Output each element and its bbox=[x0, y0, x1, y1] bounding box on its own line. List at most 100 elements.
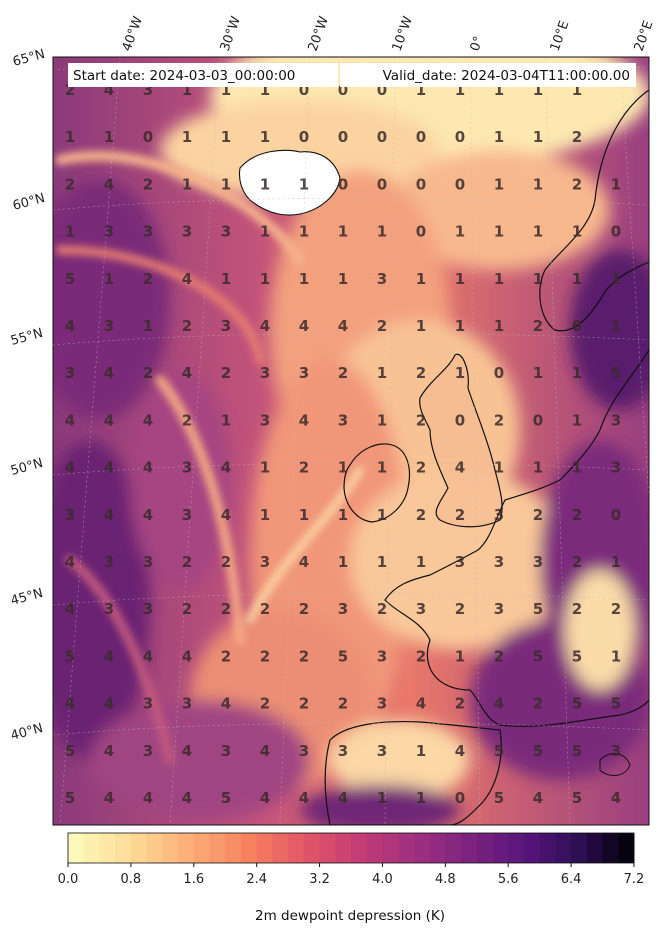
grid-value: 4 bbox=[143, 411, 153, 429]
grid-value: 1 bbox=[572, 411, 582, 429]
grid-value: 2 bbox=[416, 506, 426, 524]
colorbar-segment bbox=[99, 833, 116, 863]
grid-value: 4 bbox=[143, 647, 153, 665]
grid-value: 3 bbox=[65, 364, 75, 382]
colorbar-segment bbox=[162, 833, 179, 863]
grid-value: 1 bbox=[338, 553, 348, 571]
grid-value: 3 bbox=[260, 411, 270, 429]
grid-value: 1 bbox=[572, 81, 582, 99]
grid-value: 5 bbox=[65, 742, 75, 760]
colorbar-label: 2m dewpoint depression (K) bbox=[255, 908, 445, 924]
grid-value: 3 bbox=[533, 553, 543, 571]
island-outline bbox=[599, 753, 631, 776]
grid-value: 4 bbox=[221, 695, 231, 713]
grid-value: 1 bbox=[221, 81, 231, 99]
colorbar-segment bbox=[146, 833, 163, 863]
grid-value: 0 bbox=[533, 411, 543, 429]
grid-value: 4 bbox=[299, 789, 309, 807]
grid-value: 4 bbox=[182, 364, 192, 382]
grid-value: 1 bbox=[221, 128, 231, 146]
grid-value: 4 bbox=[494, 695, 504, 713]
grid-value: 1 bbox=[494, 317, 504, 335]
grid-value: 4 bbox=[143, 789, 153, 807]
grid-value: 2 bbox=[416, 411, 426, 429]
grid-value: 0 bbox=[377, 81, 387, 99]
colorbar-tick-label: 0.8 bbox=[121, 872, 142, 887]
grid-value: 0 bbox=[455, 411, 465, 429]
grid-value: 3 bbox=[377, 270, 387, 288]
colorbar-segment bbox=[319, 833, 336, 863]
grid-value: 1 bbox=[455, 81, 465, 99]
grid-value: 5 bbox=[572, 789, 582, 807]
dewpoint-field: 2 4 3 1 1 1 0 0 0 1 1 1 1 1 1 1 0 1 1 1 0 0 0 0 0 1 1 2 2 4 2 1 1 1 1 0 0 0 0 1… bbox=[53, 57, 649, 825]
colorbar bbox=[68, 833, 635, 863]
ireland-outline bbox=[343, 443, 411, 523]
lat-label: 55°N bbox=[9, 326, 45, 349]
grid-value: 1 bbox=[65, 223, 75, 241]
grid-value: 2 bbox=[572, 506, 582, 524]
grid-value: 4 bbox=[182, 270, 192, 288]
grid-value: 3 bbox=[377, 695, 387, 713]
grid-value: 3 bbox=[221, 223, 231, 241]
grid-value: 3 bbox=[338, 411, 348, 429]
grid-value: 1 bbox=[377, 553, 387, 571]
grid-value: 3 bbox=[182, 695, 192, 713]
grid-value: 1 bbox=[182, 175, 192, 193]
lon-label: 20°W bbox=[306, 14, 332, 53]
grid-value: 4 bbox=[221, 506, 231, 524]
grid-value: 1 bbox=[572, 270, 582, 288]
grid-value: 4 bbox=[104, 364, 114, 382]
grid-value: 1 bbox=[221, 411, 231, 429]
grid-value: 0 bbox=[338, 81, 348, 99]
colorbar-tick-label: 5.6 bbox=[498, 872, 519, 887]
grid-value: 2 bbox=[416, 364, 426, 382]
grid-value: 3 bbox=[221, 317, 231, 335]
grid-value: 2 bbox=[221, 553, 231, 571]
grid-value: 0 bbox=[416, 128, 426, 146]
grid-value: 4 bbox=[104, 175, 114, 193]
grid-value: 1 bbox=[572, 364, 582, 382]
grid-value: 4 bbox=[182, 789, 192, 807]
grid-value: 1 bbox=[416, 81, 426, 99]
grid-value: 4 bbox=[65, 411, 75, 429]
grid-value: 0 bbox=[611, 506, 621, 524]
grid-value: 1 bbox=[455, 647, 465, 665]
grid-value: 1 bbox=[377, 459, 387, 477]
longitude-labels: 40°W 30°W 20°W 10°W 0° 10°E 20°E bbox=[120, 14, 657, 53]
grid-value: 2 bbox=[221, 647, 231, 665]
colorbar-segment bbox=[225, 833, 242, 863]
grid-value: 0 bbox=[338, 175, 348, 193]
scandinavia-coast bbox=[539, 89, 649, 332]
grid-value: 4 bbox=[299, 553, 309, 571]
grid-value: 4 bbox=[104, 789, 114, 807]
colorbar-segment bbox=[68, 833, 85, 863]
colorbar-segment bbox=[523, 833, 541, 863]
grid-value: 3 bbox=[104, 553, 114, 571]
grid-value: 2 bbox=[221, 364, 231, 382]
grid-value: 3 bbox=[143, 600, 153, 618]
colorbar-segment bbox=[272, 833, 289, 863]
colorbar-ticks: 0.0 0.8 1.6 2.4 3.2 4.0 4.8 5.6 6.4 7.2 bbox=[58, 863, 644, 887]
colorbar-segment bbox=[413, 833, 431, 863]
grid-value: 1 bbox=[416, 270, 426, 288]
grid-value: 2 bbox=[533, 695, 543, 713]
grid-value: 3 bbox=[494, 600, 504, 618]
grid-value: 2 bbox=[143, 270, 153, 288]
grid-value: 0 bbox=[299, 128, 309, 146]
grid-value: 4 bbox=[533, 789, 543, 807]
grid-value: 2 bbox=[182, 553, 192, 571]
grid-value: 3 bbox=[104, 317, 114, 335]
lat-label: 50°N bbox=[9, 456, 45, 479]
colorbar-segment bbox=[382, 833, 399, 863]
colorbar-segment bbox=[476, 833, 493, 863]
grid-value: 2 bbox=[416, 647, 426, 665]
grid-value: 5 bbox=[65, 647, 75, 665]
grid-value: 4 bbox=[221, 459, 231, 477]
great-britain-outline bbox=[419, 353, 503, 528]
lon-label: 0° bbox=[468, 34, 487, 53]
valid-date-box bbox=[340, 63, 636, 87]
grid-value: 2 bbox=[299, 600, 309, 618]
lon-label: 10°E bbox=[548, 19, 573, 54]
grid-value: 1 bbox=[533, 223, 543, 241]
grid-value: 4 bbox=[143, 506, 153, 524]
